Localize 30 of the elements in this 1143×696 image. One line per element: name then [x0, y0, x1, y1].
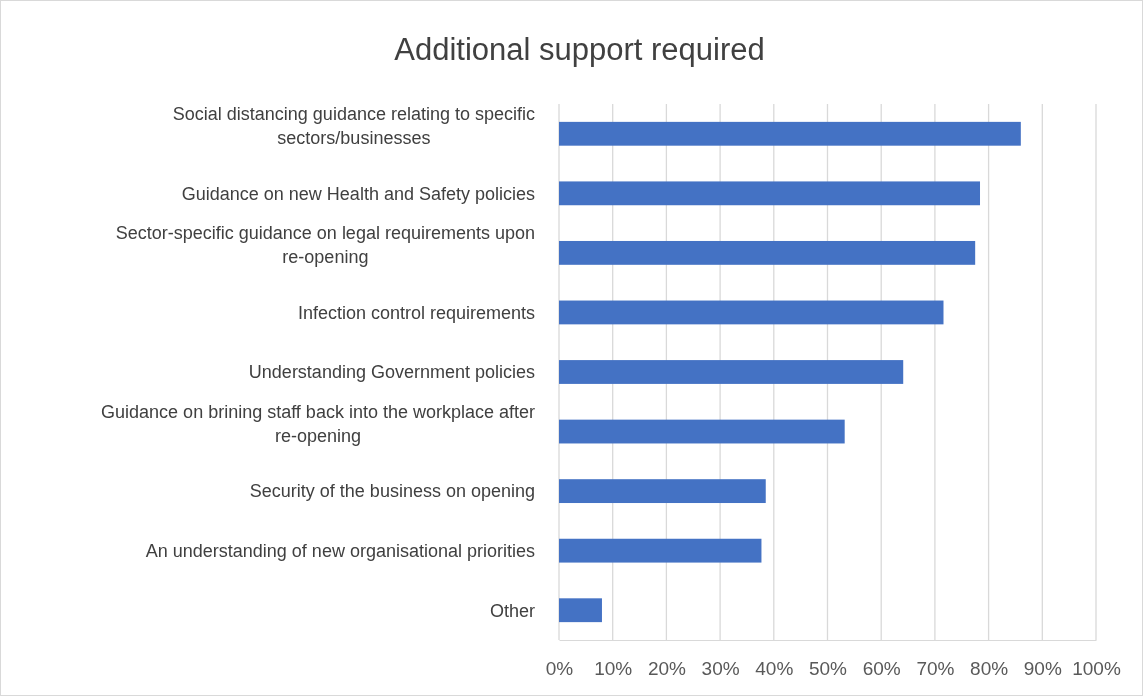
x-tick-label: 30% [701, 658, 740, 680]
bar [559, 419, 845, 444]
y-tick-label: Security of the business on opening [249, 481, 535, 502]
y-tick-label: Infection control requirements [297, 302, 535, 323]
y-tick-label: Other [489, 600, 535, 621]
x-tick-label: 60% [862, 658, 901, 680]
x-tick-label: 20% [647, 658, 687, 680]
x-tick-label: 40% [755, 658, 794, 680]
y-tick-label: An understanding of new organisational priorities [145, 540, 535, 561]
bar [559, 121, 1021, 146]
y-tick-label: Guidance on new Health and Safety policies [181, 183, 535, 204]
bar [559, 598, 602, 623]
bar [559, 300, 944, 325]
bar [559, 479, 766, 504]
x-tick-label: 50% [808, 658, 848, 680]
bar [559, 240, 976, 265]
y-tick-label: Understanding Government policies [248, 362, 535, 383]
y-tick-label: Social distancing guidance relating to specific sectors/businesses [172, 104, 535, 149]
y-tick-label: Guidance on brining staff back into the workplace after re-opening [101, 401, 535, 446]
x-tick-label: 100% [1072, 658, 1121, 680]
bar [559, 538, 762, 563]
x-tick-label: 70% [916, 658, 955, 680]
x-tick-label: 0% [545, 658, 574, 680]
y-tick-label: Sector-specific guidance on legal requirements upon re-opening [115, 223, 535, 268]
bar [559, 360, 904, 384]
chart-title: Additional support required [394, 32, 765, 67]
x-tick-label: 80% [970, 658, 1009, 680]
x-tick-label: 10% [594, 658, 633, 680]
x-tick-label: 90% [1023, 658, 1062, 680]
bar [559, 181, 981, 206]
